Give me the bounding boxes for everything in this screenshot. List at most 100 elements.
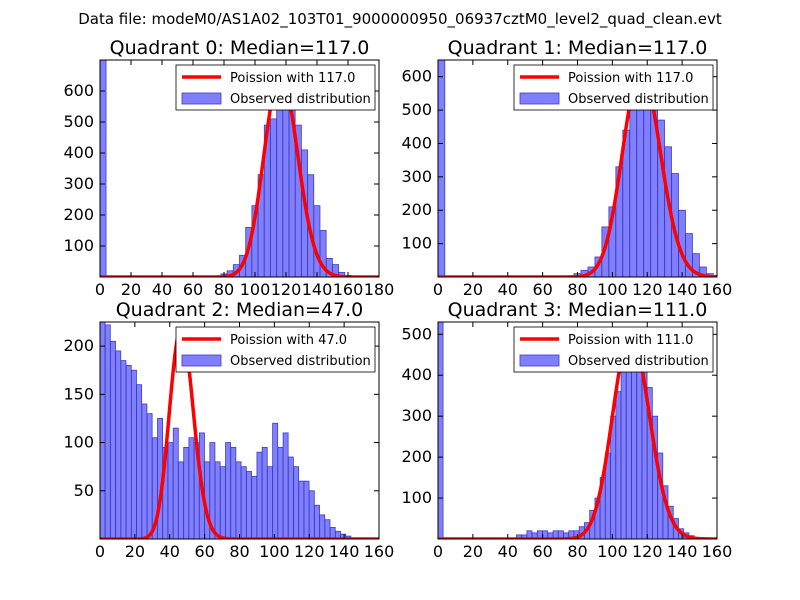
plot-area <box>100 322 379 539</box>
y-tick-label: 100 <box>401 234 432 253</box>
histogram-bar <box>272 422 279 539</box>
x-tick-label: 80 <box>229 542 249 561</box>
histogram-bar <box>240 466 247 539</box>
histogram-bar <box>438 322 444 539</box>
x-tick-label: 60 <box>183 280 203 299</box>
x-tick-label: 100 <box>597 280 628 299</box>
legend-curve-label: Poission with 47.0 <box>230 333 347 348</box>
histogram-bar <box>104 324 111 539</box>
histogram-bar <box>251 475 258 539</box>
y-tick-label: 200 <box>63 205 94 224</box>
y-tick-label: 50 <box>74 481 94 500</box>
histogram-bar <box>110 340 116 539</box>
poisson-curve <box>100 72 379 277</box>
plot-area <box>438 322 717 539</box>
histogram-bar <box>219 466 226 539</box>
legend: Poission with 117.0 Observed distribution <box>513 64 714 111</box>
x-tick-label: 140 <box>667 280 698 299</box>
legend-hist-swatch <box>181 92 222 105</box>
histogram-bar <box>293 466 300 539</box>
subplot-quadrant-3: 0 20 40 60 80 100 120 140 160100200300400500Quad… <box>401 299 732 561</box>
x-tick-label: 120 <box>632 542 663 561</box>
legend: Poission with 117.0 Observed distribution <box>175 64 376 111</box>
x-tick-label: 120 <box>632 280 663 299</box>
y-tick-label: 500 <box>401 100 432 119</box>
y-tick-label: 100 <box>401 488 432 507</box>
y-tick-label: 400 <box>401 133 432 152</box>
histogram-bar <box>100 322 106 539</box>
x-tick-label: 60 <box>532 280 552 299</box>
histogram-bar <box>141 403 148 539</box>
legend-hist-swatch <box>519 92 560 105</box>
y-tick-label: 500 <box>63 112 94 131</box>
histogram-bar <box>314 504 320 539</box>
histogram-bar <box>266 466 273 539</box>
legend: Poission with 47.0 Observed distribution <box>175 326 376 373</box>
y-tick-label: 400 <box>63 143 94 162</box>
subplot-title: Quadrant 3: Median=111.0 <box>448 299 708 321</box>
x-tick-label: 20 <box>463 280 483 299</box>
y-tick-label: 300 <box>401 167 432 186</box>
histogram-bar <box>324 519 331 539</box>
histogram-bar <box>146 413 153 539</box>
histogram-bar <box>319 514 326 539</box>
plot-area <box>438 60 717 277</box>
histogram-bar <box>125 364 132 539</box>
histogram-bar <box>298 480 305 539</box>
histogram-bar <box>115 350 122 539</box>
histogram-bar <box>261 446 268 539</box>
histogram-bar <box>120 360 127 539</box>
subplot-title: Quadrant 2: Median=47.0 <box>116 299 364 321</box>
x-tick-label: 40 <box>498 280 518 299</box>
x-tick-label: 140 <box>667 542 698 561</box>
x-tick-label: 0 <box>433 542 443 561</box>
y-tick-label: 200 <box>63 336 94 355</box>
x-tick-label: 160 <box>364 542 395 561</box>
legend-frame <box>513 64 714 111</box>
legend-hist-swatch <box>519 354 560 367</box>
y-tick-label: 100 <box>63 236 94 255</box>
x-tick-label: 20 <box>125 542 145 561</box>
histogram-bar <box>235 461 242 539</box>
y-tick-label: 150 <box>63 384 94 403</box>
y-tick-label: 500 <box>401 324 432 343</box>
histogram-bar <box>282 432 289 539</box>
histogram-bar <box>246 471 252 539</box>
histogram-bar <box>225 442 232 539</box>
histogram-bar <box>438 60 446 277</box>
x-tick-label: 160 <box>702 542 733 561</box>
histogram-bar <box>277 446 284 539</box>
histogram-bar <box>629 103 638 277</box>
histogram-bar <box>136 384 143 539</box>
x-tick-label: 100 <box>597 542 628 561</box>
histogram-bar <box>303 480 310 539</box>
y-tick-label: 400 <box>401 365 432 384</box>
histogram-bar <box>100 60 107 277</box>
x-tick-label: 20 <box>463 542 483 561</box>
subplot-title: Quadrant 1: Median=117.0 <box>448 37 708 59</box>
x-tick-label: 80 <box>567 280 587 299</box>
histogram-bar <box>270 118 277 277</box>
y-tick-label: 200 <box>401 447 432 466</box>
histogram-bar <box>287 456 294 539</box>
x-tick-label: 160 <box>702 280 733 299</box>
histogram-bar <box>183 446 190 539</box>
legend-curve-label: Poission with 111.0 <box>568 333 693 348</box>
x-tick-label: 80 <box>214 280 234 299</box>
histogram-bar <box>620 366 627 539</box>
subplot-quadrant-2: 0 20 40 60 80 100 120 140 16050100150200Quadrant… <box>63 299 394 561</box>
x-tick-label: 60 <box>532 542 552 561</box>
legend-curve-label: Poission with 117.0 <box>230 71 355 86</box>
x-tick-label: 0 <box>95 542 105 561</box>
y-tick-label: 300 <box>401 406 432 425</box>
y-tick-label: 200 <box>401 200 432 219</box>
x-tick-label: 100 <box>259 542 290 561</box>
legend-curve-label: Poission with 117.0 <box>568 71 693 86</box>
x-tick-label: 100 <box>240 280 271 299</box>
x-tick-label: 80 <box>567 542 587 561</box>
legend-hist-label: Observed distribution <box>230 354 371 369</box>
legend-hist-swatch <box>181 354 222 367</box>
histogram-bar <box>188 437 195 539</box>
x-tick-label: 0 <box>95 280 105 299</box>
x-tick-label: 40 <box>152 280 172 299</box>
